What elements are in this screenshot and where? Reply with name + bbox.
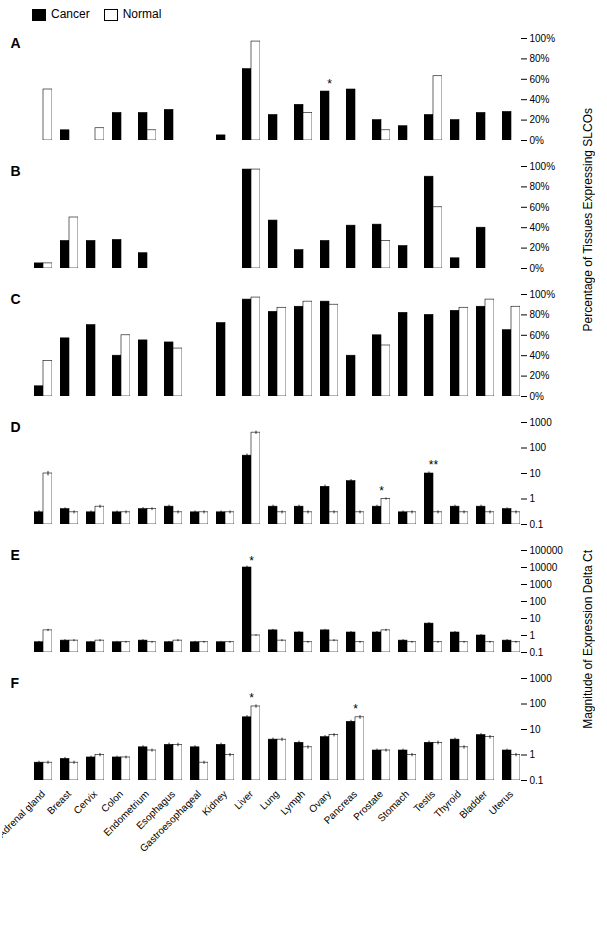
svg-text:Lung: Lung (258, 788, 282, 812)
svg-text:Esophagus: Esophagus (134, 788, 178, 832)
svg-text:0%: 0% (530, 391, 545, 402)
svg-text:60%: 60% (530, 330, 550, 341)
svg-text:Cervix: Cervix (71, 788, 99, 816)
svg-text:**: ** (429, 458, 439, 472)
svg-text:*: * (353, 702, 358, 716)
svg-text:1000: 1000 (530, 673, 553, 684)
svg-text:A: A (11, 35, 21, 51)
svg-text:F: F (11, 675, 20, 691)
svg-text:80%: 80% (530, 309, 550, 320)
svg-text:1000: 1000 (530, 417, 553, 428)
svg-text:Uterus: Uterus (487, 788, 516, 817)
svg-text:Breast: Breast (45, 788, 73, 816)
svg-text:*: * (327, 77, 332, 91)
svg-text:Endometrium: Endometrium (101, 788, 152, 839)
svg-text:10: 10 (530, 613, 542, 624)
html-text:Magnitude of Expression Delta: Magnitude of Expression Delta Ct (581, 549, 595, 729)
svg-text:40%: 40% (530, 350, 550, 361)
svg-text:E: E (11, 547, 20, 563)
svg-text:Lymph: Lymph (278, 788, 307, 817)
svg-text:Adrenal gland: Adrenal gland (2, 788, 47, 839)
svg-text:1000: 1000 (530, 579, 553, 590)
svg-text:Liver: Liver (232, 788, 256, 812)
svg-text:Gastroesophageal: Gastroesophageal (138, 788, 204, 854)
svg-text:C: C (11, 291, 21, 307)
svg-text:Colon: Colon (98, 788, 126, 815)
svg-text:60%: 60% (530, 74, 550, 85)
svg-text:Testis: Testis (411, 788, 438, 815)
svg-text:Kidney: Kidney (200, 788, 229, 817)
svg-text:Ovary: Ovary (306, 788, 334, 815)
svg-text:1: 1 (530, 493, 536, 504)
svg-text:Prostate: Prostate (351, 788, 386, 823)
html-text:Normal: Normal (122, 7, 162, 21)
svg-text:B: B (11, 163, 21, 179)
svg-text:Stomach: Stomach (375, 788, 411, 824)
svg-text:20%: 20% (530, 242, 550, 253)
svg-text:Pancreas: Pancreas (322, 788, 360, 826)
svg-text:0.1: 0.1 (530, 519, 544, 530)
svg-text:Bladder: Bladder (457, 788, 490, 821)
svg-text:80%: 80% (530, 181, 550, 192)
svg-text:*: * (379, 484, 384, 498)
svg-text:100%: 100% (530, 289, 556, 300)
svg-text:*: * (249, 691, 254, 705)
svg-text:10000: 10000 (530, 562, 558, 573)
svg-text:10: 10 (530, 724, 542, 735)
svg-text:80%: 80% (530, 53, 550, 64)
html-text:Cancer: Cancer (51, 7, 90, 21)
svg-text:20%: 20% (530, 370, 550, 381)
svg-text:100: 100 (530, 596, 547, 607)
svg-text:0.1: 0.1 (530, 647, 544, 658)
svg-text:1: 1 (530, 630, 536, 641)
svg-text:0%: 0% (530, 263, 545, 274)
html-text:Percentage of Tissues Expressi: Percentage of Tissues Expressing SLCOs (581, 108, 595, 332)
svg-text:100: 100 (530, 442, 547, 453)
svg-text:40%: 40% (530, 222, 550, 233)
svg-text:*: * (249, 554, 254, 568)
svg-text:Thyroid: Thyroid (431, 788, 464, 820)
svg-text:100%: 100% (530, 161, 556, 172)
svg-text:10: 10 (530, 468, 542, 479)
svg-text:40%: 40% (530, 94, 550, 105)
svg-text:D: D (11, 419, 21, 435)
svg-text:60%: 60% (530, 202, 550, 213)
svg-text:1: 1 (530, 749, 536, 760)
svg-text:0%: 0% (530, 135, 545, 146)
svg-text:100: 100 (530, 698, 547, 709)
svg-text:20%: 20% (530, 114, 550, 125)
svg-text:100000: 100000 (530, 545, 564, 556)
svg-text:100%: 100% (530, 33, 556, 44)
svg-text:0.1: 0.1 (530, 775, 544, 786)
